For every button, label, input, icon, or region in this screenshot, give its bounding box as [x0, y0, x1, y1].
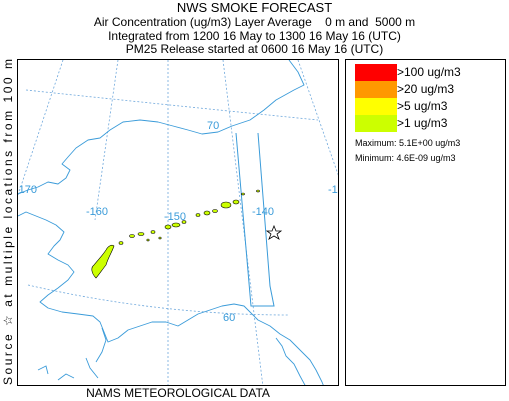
- smoke-plume-9: [203, 210, 211, 216]
- legend-label-100: >100 ug/m3: [397, 65, 461, 79]
- alaska-map: -170 -160 -150 -140 -130 70 60: [18, 60, 339, 385]
- smoke-plume-8: [195, 213, 201, 217]
- smoke-plume-10: [212, 209, 218, 213]
- lon-label-140: -140: [252, 206, 274, 218]
- smoke-plume-11: [220, 201, 232, 209]
- smoke-plume-3: [137, 232, 145, 236]
- legend-label-1: >1 ug/m3: [397, 116, 448, 130]
- lat-60-line: [27, 284, 289, 316]
- source-side-label: Source ☆ at multiple locations from 100 …: [0, 59, 16, 386]
- lon-label-160: -160: [86, 206, 108, 218]
- smoke-plumes: [91, 189, 260, 279]
- integration-period: Integrated from 1200 16 May to 1300 16 M…: [108, 29, 401, 43]
- legend-label-20: >20 ug/m3: [397, 82, 455, 96]
- legend-maximum: Maximum: 5.1E+00 ug/m3: [355, 138, 461, 148]
- lat-70-line: [25, 89, 319, 121]
- map-panel: -170 -160 -150 -140 -130 70 60: [17, 59, 339, 386]
- smoke-plume-4: [150, 230, 156, 234]
- smoke-plume-7: [181, 220, 187, 224]
- legend-swatch-5: [355, 98, 397, 115]
- forecast-title: NWS SMOKE FORECAST: [176, 0, 333, 15]
- legend-label-5: >5 ug/m3: [397, 99, 448, 113]
- domain-boundary: [235, 132, 275, 307]
- lon-170-line: [18, 60, 64, 196]
- smoke-plume-large: [91, 244, 115, 279]
- source-star-icon: [265, 224, 283, 240]
- smoke-plume-12: [232, 199, 240, 205]
- legend-swatch-1: [355, 115, 397, 132]
- longitude-graticule: [18, 60, 338, 385]
- release-info: PM25 Release started at 0600 16 May 16 (…: [125, 42, 384, 56]
- data-source-footer: NAMS METEOROLOGICAL DATA: [86, 386, 270, 400]
- smoke-plume-14: [256, 189, 260, 193]
- smoke-plume-1: [118, 241, 124, 245]
- source-side-label-text: Source ☆ at multiple locations from 100 …: [1, 59, 15, 385]
- concentration-description: Air Concentration (ug/m3) Layer Average …: [93, 15, 416, 29]
- smoke-plume-13: [241, 192, 245, 196]
- legend-minimum: Minimum: 4.6E-09 ug/m3: [355, 153, 456, 163]
- smoke-plume-2: [129, 234, 135, 238]
- lat-label-60: 60: [223, 312, 235, 324]
- southwest-islands: [37, 327, 306, 385]
- lon-130-line: [297, 60, 338, 176]
- legend-swatch-100: [355, 64, 397, 81]
- legend-panel: >100 ug/m3 >20 ug/m3 >5 ug/m3 >1 ug/m3 M…: [345, 59, 506, 386]
- alaska-coastline: [18, 60, 324, 385]
- lon-label-130: -130: [328, 184, 339, 196]
- smoke-plume-6: [171, 222, 181, 228]
- lon-140-line: [222, 60, 264, 385]
- legend-swatch-20: [355, 81, 397, 98]
- lon-160-line: [94, 60, 119, 221]
- latitude-graticule: [25, 89, 319, 316]
- smoke-plume-16: [158, 236, 162, 240]
- smoke-plume-15: [146, 238, 150, 242]
- smoke-plume-5: [164, 224, 172, 230]
- lon-label-150: -150: [164, 211, 186, 223]
- lat-label-70: 70: [207, 120, 219, 132]
